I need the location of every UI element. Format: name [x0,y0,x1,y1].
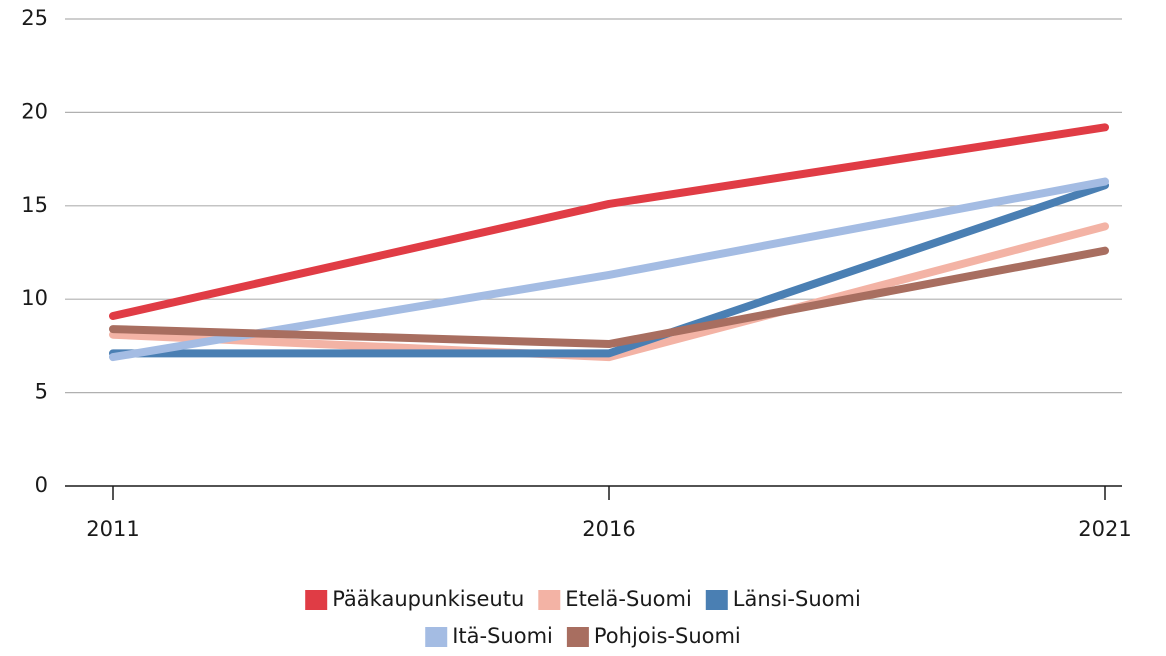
legend-row: Itä-Suomi Pohjois-Suomi [425,624,741,648]
legend-row: Pääkaupunkiseutu Etelä-Suomi Länsi-Suomi [305,587,861,611]
series-line [109,177,1109,362]
x-tick-label: 2011 [86,517,139,541]
legend-label: Pääkaupunkiseutu [332,587,524,611]
y-tick-label: 0 [35,473,48,497]
series-line [109,123,1109,321]
legend-swatch [705,590,728,610]
x-tick-label: 2016 [582,517,635,541]
legend-label: Etelä-Suomi [565,587,691,611]
series-line [109,246,1109,349]
legend-label: Pohjois-Suomi [594,624,741,648]
series-line [109,181,1109,358]
legend-label: Länsi-Suomi [733,587,861,611]
y-tick-label: 20 [21,99,48,123]
y-tick-label: 10 [21,286,48,310]
legend-swatch [305,590,328,610]
y-tick-label: 5 [35,380,48,404]
x-tick-label: 2021 [1078,517,1131,541]
y-tick-label: 25 [21,6,48,30]
legend-label: Itä-Suomi [452,624,553,648]
legend-swatch [425,627,448,647]
legend-swatch [538,590,561,610]
y-tick-label: 15 [21,193,48,217]
legend-swatch [566,627,589,647]
